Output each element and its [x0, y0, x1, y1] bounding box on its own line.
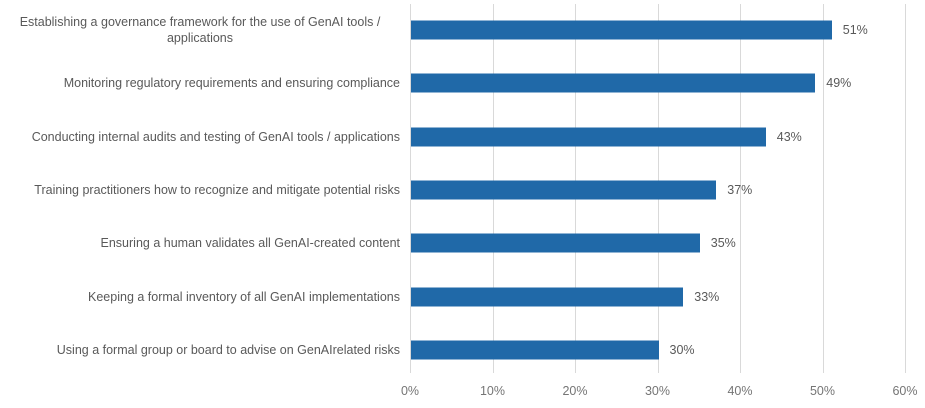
category-label: Ensuring a human validates all GenAI-cre… — [0, 235, 400, 251]
category-label-text: Ensuring a human validates all GenAI-cre… — [100, 236, 400, 251]
value-label: 49% — [826, 76, 852, 91]
category-label-text: Keeping a formal inventory of all GenAI … — [88, 289, 400, 304]
gridline — [740, 4, 741, 373]
x-axis-tick-label: 60% — [892, 384, 918, 398]
category-label: Training practitioners how to recognize … — [0, 182, 400, 198]
category-label-text: Establishing a governance framework for … — [19, 14, 381, 45]
category-label: Monitoring regulatory requirements and e… — [0, 75, 400, 91]
bar — [411, 180, 717, 200]
x-axis-tick-label: 10% — [479, 384, 506, 398]
value-label: 35% — [710, 236, 736, 251]
category-label-text: Conducting internal audits and testing o… — [31, 129, 400, 144]
category-label-text: Using a formal group or board to advise … — [56, 343, 400, 358]
value-label: 43% — [776, 129, 802, 144]
category-label: Conducting internal audits and testing o… — [0, 129, 400, 145]
bar — [411, 127, 766, 146]
bar — [411, 73, 816, 93]
x-axis-tick-label: 30% — [644, 384, 671, 398]
x-axis-tick-label: 20% — [562, 384, 588, 398]
bar — [411, 20, 832, 40]
value-label: 37% — [727, 182, 753, 197]
value-label: 30% — [669, 343, 695, 358]
x-axis-tick-label: 50% — [809, 384, 836, 398]
category-label: Establishing a governance framework for … — [0, 14, 400, 46]
bar — [411, 287, 684, 307]
x-axis-tick-label: 40% — [727, 384, 753, 398]
value-label: 33% — [694, 289, 720, 304]
value-label: 51% — [842, 22, 868, 37]
x-axis-tick-label: 0% — [400, 384, 420, 398]
bar — [411, 233, 700, 253]
category-label-text: Training practitioners how to recognize … — [34, 182, 400, 197]
category-label: Using a formal group or board to advise … — [0, 342, 400, 358]
bar — [411, 340, 659, 360]
category-label: Keeping a formal inventory of all GenAI … — [0, 289, 400, 305]
gridline — [822, 4, 824, 373]
category-label-text: Monitoring regulatory requirements and e… — [63, 76, 400, 91]
gridline — [410, 4, 411, 373]
gridline — [905, 4, 906, 373]
